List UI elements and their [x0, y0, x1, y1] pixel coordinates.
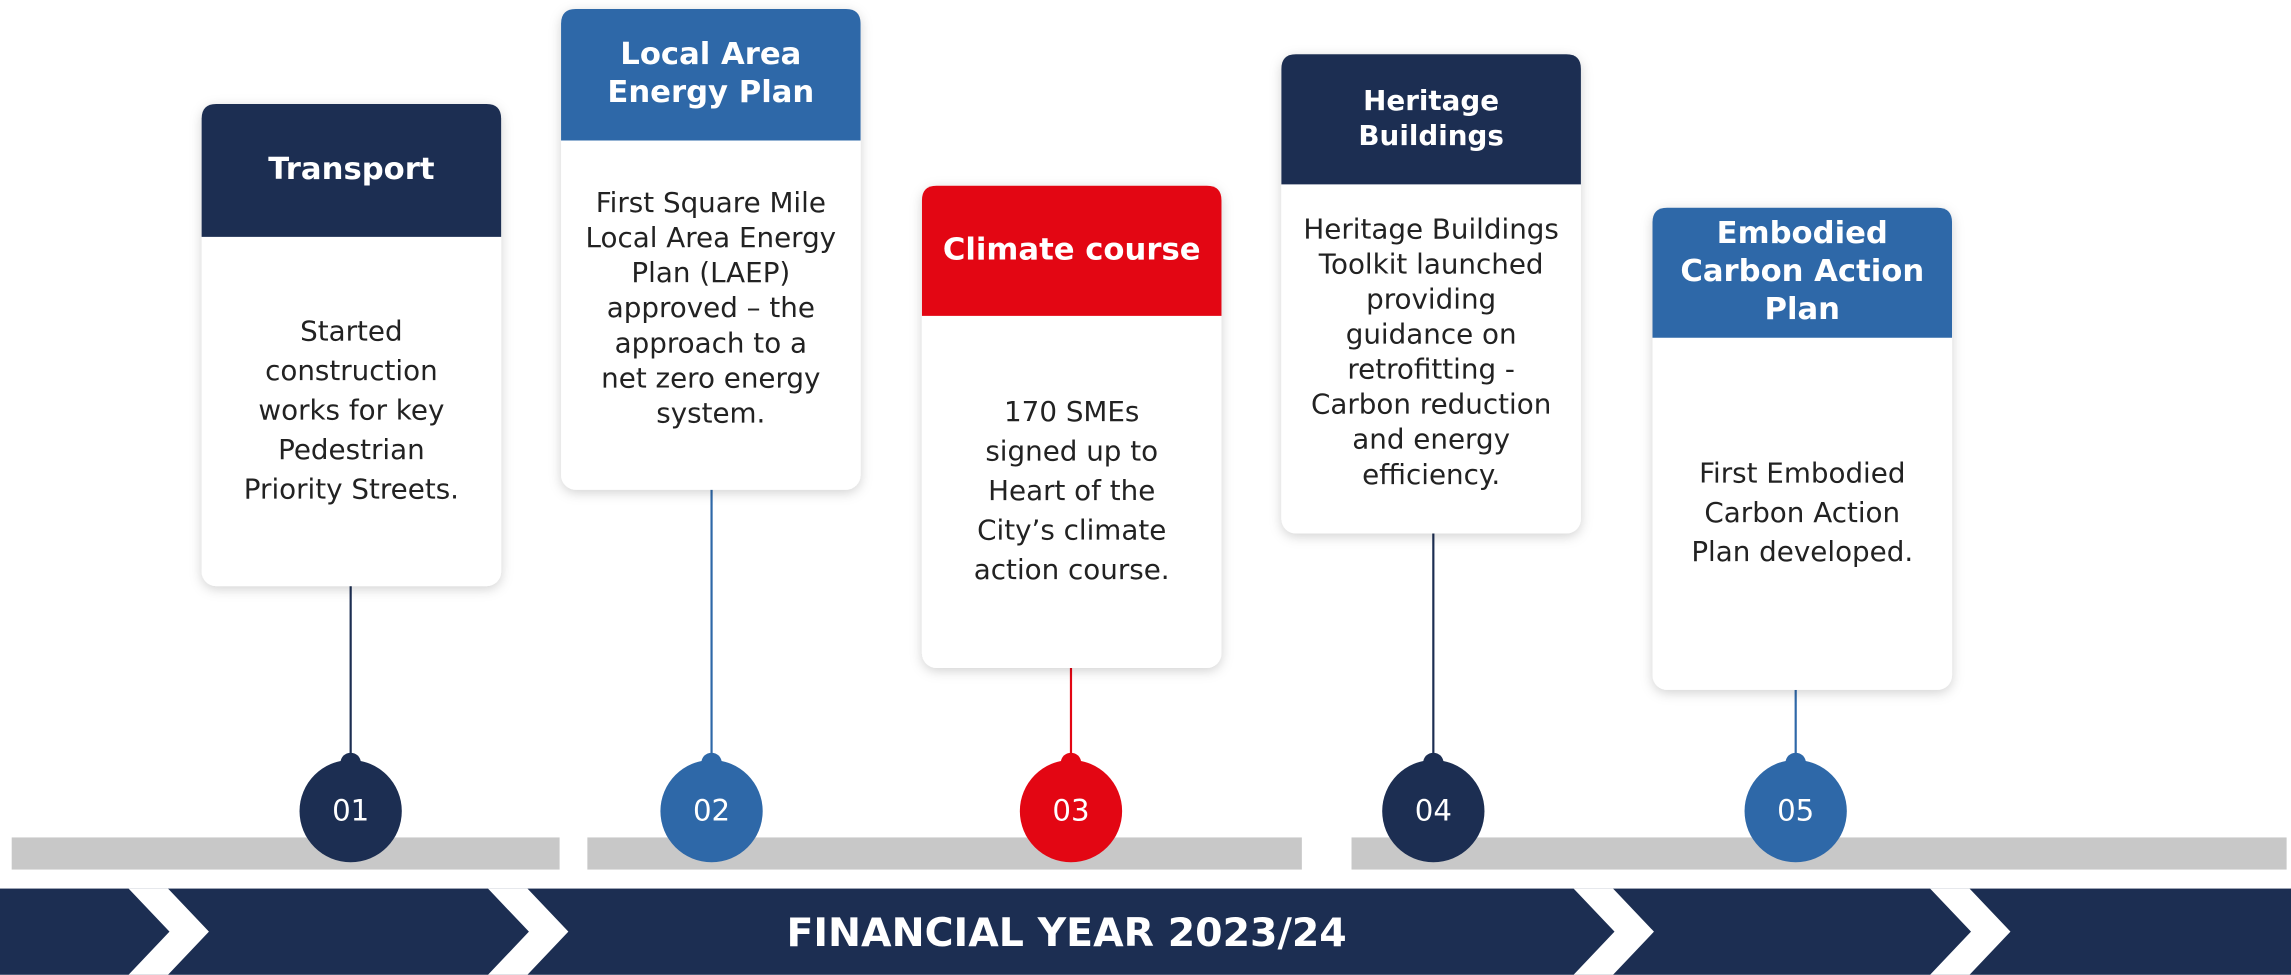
- card-text: action course.: [974, 553, 1170, 586]
- chevrons: [128, 888, 2011, 975]
- card-header: [1652, 207, 1953, 338]
- card-text: 170 SMEs: [1004, 395, 1139, 428]
- card-text: Toolkit launched: [1318, 247, 1544, 280]
- card-header: [561, 8, 861, 141]
- card-title: Heritage: [1363, 84, 1499, 117]
- card-text: Priority Streets.: [244, 472, 459, 505]
- card-title: Local Area: [620, 37, 801, 72]
- card-title: Buildings: [1358, 119, 1503, 152]
- card-text: Local Area Energy: [586, 221, 837, 254]
- card-text: signed up to: [985, 434, 1158, 467]
- marker-number: 03: [1052, 794, 1089, 828]
- card-title: Embodied: [1717, 216, 1888, 251]
- marker-number: 02: [693, 794, 730, 828]
- card-text: Heart of the: [988, 474, 1155, 507]
- card-text: efficiency.: [1362, 458, 1500, 491]
- card-text: works for key: [258, 394, 444, 427]
- card-title: Energy Plan: [607, 75, 814, 110]
- card-text: Carbon reduction: [1311, 388, 1551, 421]
- card-text: Started: [300, 315, 402, 348]
- marker: [660, 759, 763, 863]
- marker: [299, 759, 402, 863]
- card-text: City’s climate: [977, 513, 1166, 546]
- card-text: Carbon Action: [1704, 496, 1900, 529]
- card-text: and energy: [1352, 423, 1510, 456]
- card-text: Heritage Buildings: [1303, 212, 1558, 245]
- card-header: [201, 103, 502, 237]
- card-text: system.: [656, 396, 765, 429]
- footer-band: [0, 888, 2291, 975]
- marker: [1382, 759, 1485, 863]
- card-text: construction: [265, 354, 438, 387]
- marker-number: 01: [332, 794, 369, 828]
- card-title: Climate course: [943, 232, 1201, 267]
- card-text: approved – the: [607, 291, 815, 324]
- card-text: guidance on: [1346, 318, 1517, 351]
- track-segment: [11, 837, 560, 870]
- card-title: Carbon Action: [1680, 254, 1924, 289]
- card-header: [921, 185, 1222, 316]
- footer-title: FINANCIAL YEAR 2023/24: [786, 910, 1346, 956]
- card-text: First Square Mile: [596, 186, 826, 219]
- card-title: Transport: [268, 152, 434, 187]
- card-header: [1281, 54, 1581, 185]
- marker-number: 04: [1415, 794, 1452, 828]
- card-text: First Embodied: [1699, 456, 1905, 489]
- marker: [1019, 759, 1123, 863]
- marker: [1744, 759, 1847, 863]
- card-text: Plan (LAEP): [631, 256, 790, 289]
- marker-number: 05: [1777, 794, 1814, 828]
- card-text: retrofitting -: [1347, 353, 1515, 386]
- card-text: Pedestrian: [278, 433, 425, 466]
- card-text: approach to a: [615, 326, 807, 359]
- card-text: providing: [1366, 282, 1496, 315]
- card-text: net zero energy: [601, 361, 820, 394]
- card-text: Plan developed.: [1691, 535, 1913, 568]
- card-title: Plan: [1764, 292, 1840, 327]
